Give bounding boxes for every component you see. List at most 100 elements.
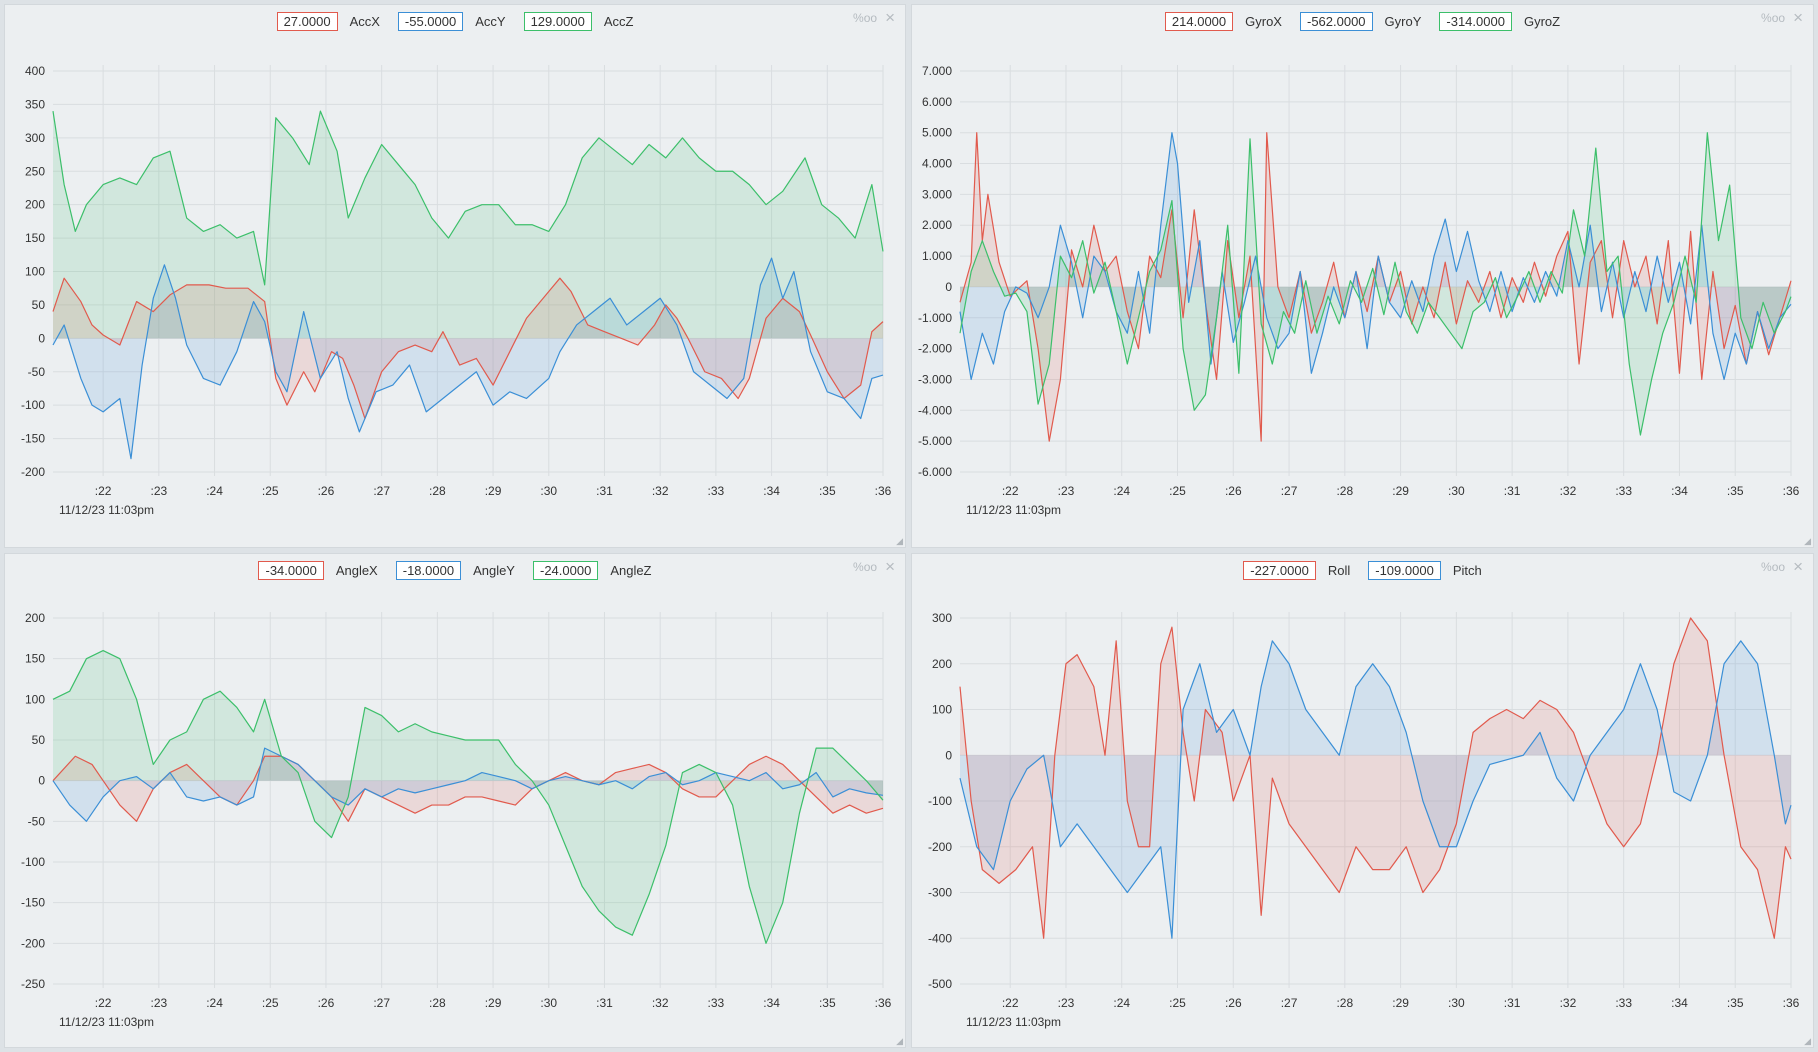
legend-label: AccX	[349, 14, 380, 29]
y-tick-label: 2.000	[922, 218, 952, 232]
series-area-gyroy	[960, 132, 1791, 380]
x-tick-label: :30	[540, 484, 557, 498]
legend-item[interactable]: -562.0000 GyroY	[1299, 12, 1421, 31]
legend-item[interactable]: -109.0000 Pitch	[1368, 561, 1482, 580]
x-tick-label: :29	[1392, 996, 1409, 1010]
x-tick-label: :22	[95, 484, 112, 498]
chart-controls: %oo ×	[853, 8, 895, 27]
y-tick-label: 50	[32, 733, 46, 747]
x-tick-label: :24	[206, 484, 223, 498]
x-tick-label: :36	[875, 484, 892, 498]
legend-value-box: 214.0000	[1164, 12, 1234, 31]
y-tick-label: -100	[928, 794, 952, 808]
legend-item[interactable]: 129.0000 AccZ	[523, 12, 634, 31]
x-tick-label: :25	[1169, 484, 1186, 498]
legend-item[interactable]: -55.0000 AccY	[397, 12, 506, 31]
legend-value-box: -18.0000	[395, 561, 462, 580]
resize-handle-icon[interactable]: ◢	[1804, 536, 1811, 546]
series-line-accz	[52, 110, 884, 286]
y-tick-label: 5.000	[922, 126, 952, 140]
y-tick-label: -4.000	[918, 403, 952, 417]
x-tick-label: :24	[1113, 996, 1130, 1010]
x-tick-label: :27	[373, 996, 390, 1010]
resize-handle-icon[interactable]: ◢	[896, 536, 903, 546]
zoom-reset-icon[interactable]: %oo	[1761, 560, 1786, 574]
chart-legend: 27.0000 AccX -55.0000 AccY 129.0000 AccZ	[5, 12, 905, 31]
resize-handle-icon[interactable]: ◢	[1804, 1036, 1811, 1046]
y-tick-label: -500	[928, 977, 952, 991]
legend-item[interactable]: 27.0000 AccX	[276, 12, 380, 31]
x-tick-label: :30	[1448, 996, 1465, 1010]
x-tick-label: :22	[95, 996, 112, 1010]
x-tick-label: :29	[485, 484, 502, 498]
close-icon[interactable]: ×	[885, 557, 895, 576]
x-tick-label: :26	[318, 484, 335, 498]
legend-item[interactable]: 214.0000 GyroX	[1164, 12, 1282, 31]
legend-item[interactable]: -18.0000 AngleY	[395, 561, 515, 580]
chart-legend: -227.0000 Roll -109.0000 Pitch	[912, 561, 1813, 580]
x-tick-label: :27	[1281, 996, 1298, 1010]
y-tick-label: 0	[945, 280, 952, 294]
series-line-roll	[959, 617, 1792, 939]
legend-item[interactable]: -227.0000 Roll	[1243, 561, 1350, 580]
chart-plot: 200 150 100 50 0 -50 -100 -150 -200 -250:22:23:24…	[21, 611, 892, 1029]
y-tick-label: 100	[932, 703, 952, 717]
x-tick-label: :32	[1560, 996, 1577, 1010]
zoom-reset-icon[interactable]: %oo	[1761, 11, 1786, 25]
y-tick-label: 150	[25, 652, 45, 666]
legend-label: Roll	[1327, 563, 1351, 578]
angle-chart-panel: -34.0000 AngleX -18.0000 AngleY -24.0000 Angl…	[4, 553, 906, 1048]
y-tick-label: -6.000	[918, 465, 952, 479]
x-tick-label: :28	[429, 484, 446, 498]
legend-item[interactable]: -24.0000 AngleZ	[532, 561, 652, 580]
y-tick-label: -100	[21, 398, 45, 412]
x-tick-label: :34	[1671, 484, 1688, 498]
legend-label: AngleY	[473, 563, 515, 578]
y-tick-label: 3.000	[922, 187, 952, 201]
legend-label: AccY	[475, 14, 506, 29]
resize-handle-icon[interactable]: ◢	[896, 1036, 903, 1046]
y-tick-label: -300	[928, 886, 952, 900]
x-tick-label: :31	[1504, 996, 1521, 1010]
chart-plot: 400 350 300 250 200 150 100 50 0 -50 -100 -150 -200:…	[21, 64, 892, 517]
series-line-anglex	[52, 755, 884, 822]
x-tick-label: :28	[429, 996, 446, 1010]
x-tick-label: :36	[875, 996, 892, 1010]
legend-item[interactable]: -34.0000 AngleX	[258, 561, 378, 580]
x-tick-label: :33	[1615, 484, 1632, 498]
zoom-reset-icon[interactable]: %oo	[853, 11, 878, 25]
y-tick-label: -1.000	[918, 311, 952, 325]
y-tick-label: 150	[25, 231, 45, 245]
y-tick-label: 6.000	[922, 95, 952, 109]
y-tick-label: -150	[21, 432, 45, 446]
close-icon[interactable]: ×	[1793, 557, 1803, 576]
close-icon[interactable]: ×	[885, 8, 895, 27]
x-tick-label: :30	[540, 996, 557, 1010]
close-icon[interactable]: ×	[1793, 8, 1803, 27]
x-tick-label: :32	[652, 484, 669, 498]
legend-label: GyroX	[1245, 14, 1282, 29]
x-tick-label: :25	[262, 996, 279, 1010]
x-tick-label: :23	[1058, 484, 1075, 498]
legend-value-box: -109.0000	[1368, 561, 1441, 580]
series-area-roll	[960, 618, 1791, 939]
series-line-gyroy	[959, 132, 1792, 381]
zoom-reset-icon[interactable]: %oo	[853, 560, 878, 574]
x-tick-label: :34	[763, 996, 780, 1010]
legend-value-box: -227.0000	[1243, 561, 1316, 580]
x-tick-label: :29	[485, 996, 502, 1010]
x-tick-label: :32	[1560, 484, 1577, 498]
series-area-pitch	[960, 640, 1791, 939]
y-tick-label: -250	[21, 977, 45, 991]
legend-item[interactable]: -314.0000 GyroZ	[1439, 12, 1560, 31]
legend-label: AccZ	[603, 14, 634, 29]
x-tick-label: :31	[596, 484, 613, 498]
series-area-accz	[53, 111, 883, 339]
legend-value-box: -34.0000	[258, 561, 324, 580]
series-line-accy	[52, 257, 884, 460]
x-tick-label: :35	[819, 996, 836, 1010]
x-tick-label: :27	[1281, 484, 1298, 498]
x-tick-label: :26	[1225, 484, 1242, 498]
y-tick-label: 100	[25, 692, 45, 706]
x-tick-label: :22	[1002, 484, 1019, 498]
